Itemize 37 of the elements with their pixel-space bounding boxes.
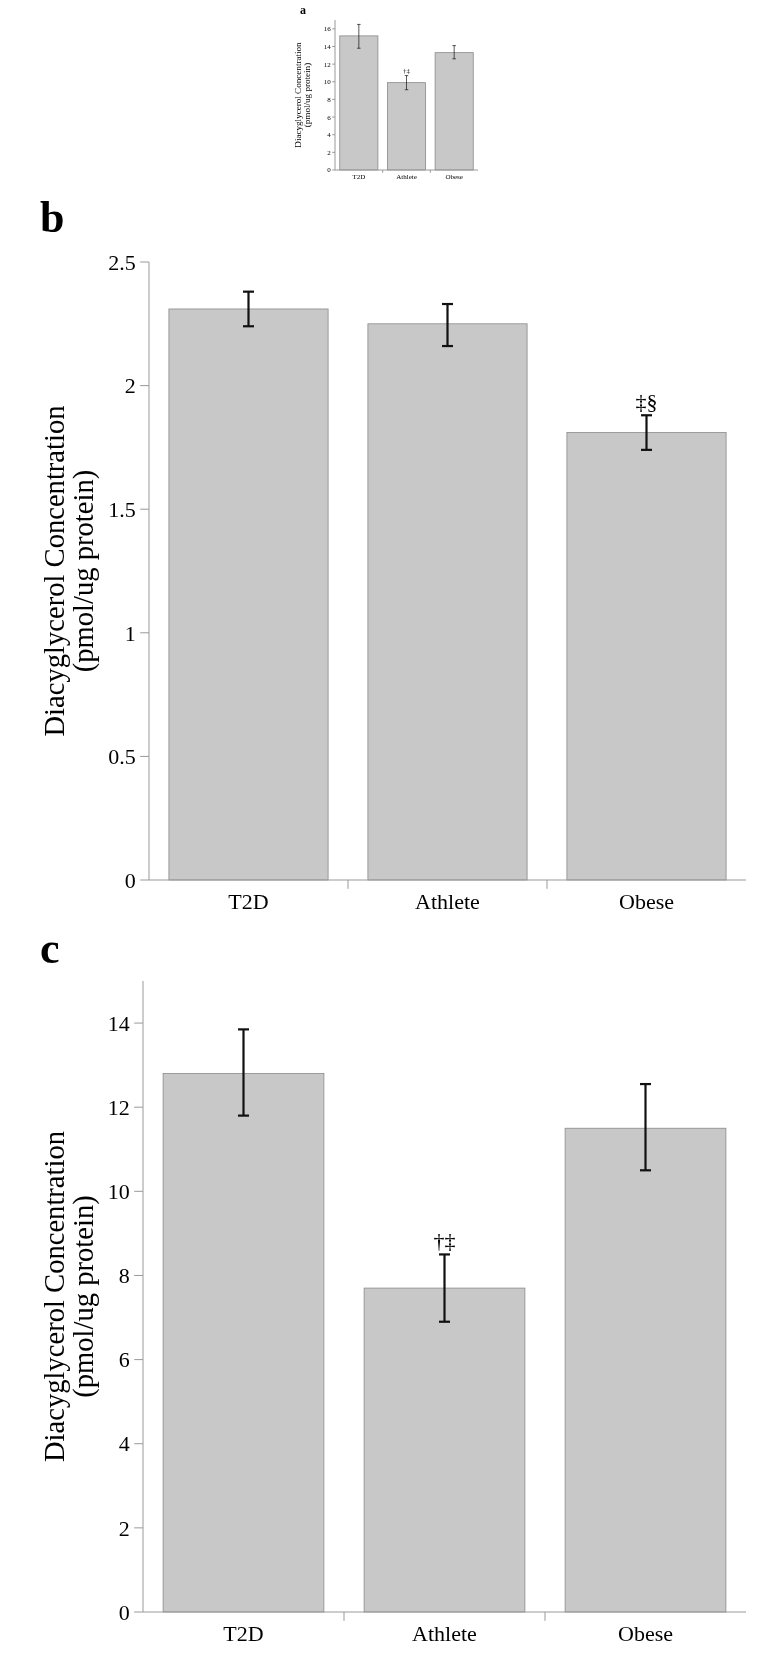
x-tick-label: T2D	[223, 1620, 264, 1646]
bar	[564, 1127, 727, 1613]
y-tick-label: 0	[118, 1599, 130, 1625]
y-tick-label: 12	[107, 1094, 130, 1120]
y-tick-label: 2	[118, 1515, 130, 1541]
y-axis-title: Diacyglycerol Concentration (pmol/ug protein)	[39, 405, 100, 737]
chart-title: b	[40, 193, 65, 242]
y-tick-label: 10	[107, 1179, 130, 1205]
x-tick-label: Athlete	[415, 888, 480, 914]
bar	[566, 432, 727, 881]
bar	[387, 82, 426, 171]
y-tick-label: 8	[118, 1263, 130, 1289]
y-tick-label: 4	[118, 1431, 130, 1457]
y-tick-label: 14	[107, 1010, 130, 1036]
chart-title: a	[300, 3, 306, 17]
x-tick-label: Obese	[618, 1620, 673, 1646]
bar	[363, 1287, 526, 1613]
annotation: †‡	[433, 1227, 456, 1253]
bar	[367, 323, 528, 881]
y-axis-title: Diacyglycerol Concentration (pmol/ug protein)	[292, 41, 312, 148]
y-axis-title: Diacyglycerol Concentration (pmol/ug protein)	[39, 1130, 100, 1463]
bar	[434, 52, 474, 171]
x-tick-label: T2D	[228, 888, 269, 914]
x-tick-label: Obese	[619, 888, 674, 914]
y-tick-label: 2.5	[108, 249, 136, 275]
y-tick-label: 1	[124, 620, 136, 646]
y-tick-label: 1.5	[108, 496, 136, 522]
y-tick-label: 0.5	[108, 744, 136, 770]
bar	[162, 1073, 325, 1613]
y-tick-label: 2	[124, 373, 136, 399]
x-tick-label: Athlete	[412, 1620, 477, 1646]
y-tick-label: 6	[118, 1347, 130, 1373]
annotation: ‡§	[635, 388, 658, 414]
bar	[339, 35, 379, 171]
y-tick-label: 0	[124, 867, 136, 893]
chart-title: c	[40, 924, 60, 973]
bar	[168, 308, 329, 881]
